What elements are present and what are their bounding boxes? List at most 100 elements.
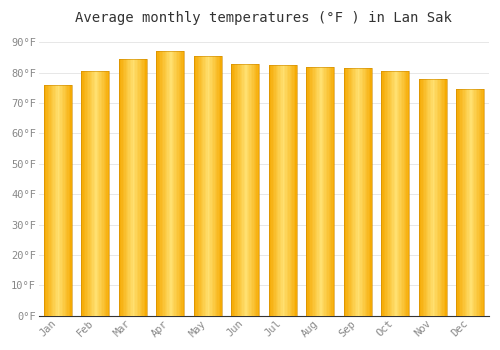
- Bar: [456, 90, 484, 316]
- Bar: [44, 85, 72, 316]
- Bar: [180, 51, 182, 316]
- Bar: [118, 59, 120, 316]
- Bar: [58, 85, 59, 316]
- Bar: [106, 71, 108, 316]
- Bar: [424, 79, 426, 316]
- Bar: [401, 71, 402, 316]
- Bar: [332, 66, 333, 316]
- Bar: [370, 68, 372, 316]
- Bar: [124, 59, 126, 316]
- Bar: [62, 85, 64, 316]
- Bar: [118, 59, 120, 316]
- Bar: [388, 71, 390, 316]
- Bar: [408, 71, 409, 316]
- Bar: [278, 65, 280, 316]
- Bar: [214, 56, 216, 316]
- Bar: [242, 64, 244, 316]
- Bar: [130, 59, 131, 316]
- Bar: [359, 68, 360, 316]
- Bar: [98, 71, 100, 316]
- Bar: [483, 90, 484, 316]
- Bar: [458, 90, 459, 316]
- Bar: [470, 90, 472, 316]
- Bar: [68, 85, 69, 316]
- Bar: [434, 79, 436, 316]
- Bar: [258, 64, 259, 316]
- Bar: [168, 51, 170, 316]
- Bar: [444, 79, 446, 316]
- Bar: [156, 51, 184, 316]
- Bar: [345, 68, 346, 316]
- Bar: [205, 56, 206, 316]
- Bar: [472, 90, 473, 316]
- Bar: [408, 71, 409, 316]
- Bar: [354, 68, 355, 316]
- Bar: [176, 51, 177, 316]
- Bar: [88, 71, 90, 316]
- Bar: [236, 64, 238, 316]
- Bar: [127, 59, 128, 316]
- Bar: [122, 59, 123, 316]
- Bar: [162, 51, 163, 316]
- Bar: [318, 66, 320, 316]
- Bar: [350, 68, 352, 316]
- Bar: [194, 56, 195, 316]
- Bar: [437, 79, 438, 316]
- Bar: [405, 71, 406, 316]
- Bar: [123, 59, 124, 316]
- Bar: [440, 79, 441, 316]
- Bar: [344, 68, 345, 316]
- Bar: [277, 65, 278, 316]
- Bar: [478, 90, 480, 316]
- Bar: [306, 66, 308, 316]
- Bar: [286, 65, 287, 316]
- Bar: [386, 71, 388, 316]
- Bar: [326, 66, 327, 316]
- Bar: [49, 85, 50, 316]
- Bar: [368, 68, 369, 316]
- Bar: [46, 85, 48, 316]
- Bar: [131, 59, 132, 316]
- Bar: [59, 85, 60, 316]
- Bar: [306, 66, 308, 316]
- Bar: [427, 79, 428, 316]
- Bar: [92, 71, 94, 316]
- Bar: [144, 59, 146, 316]
- Bar: [210, 56, 212, 316]
- Bar: [118, 59, 146, 316]
- Bar: [218, 56, 219, 316]
- Bar: [476, 90, 477, 316]
- Bar: [198, 56, 199, 316]
- Bar: [463, 90, 464, 316]
- Bar: [402, 71, 404, 316]
- Bar: [309, 66, 310, 316]
- Bar: [209, 56, 210, 316]
- Bar: [348, 68, 349, 316]
- Bar: [268, 65, 270, 316]
- Bar: [418, 79, 446, 316]
- Bar: [382, 71, 384, 316]
- Bar: [128, 59, 130, 316]
- Bar: [355, 68, 356, 316]
- Bar: [418, 79, 420, 316]
- Bar: [86, 71, 88, 316]
- Bar: [483, 90, 484, 316]
- Bar: [456, 90, 458, 316]
- Bar: [360, 68, 362, 316]
- Bar: [48, 85, 49, 316]
- Bar: [200, 56, 202, 316]
- Bar: [255, 64, 256, 316]
- Bar: [82, 71, 84, 316]
- Bar: [183, 51, 184, 316]
- Bar: [254, 64, 255, 316]
- Bar: [391, 71, 392, 316]
- Bar: [310, 66, 312, 316]
- Bar: [390, 71, 391, 316]
- Bar: [273, 65, 274, 316]
- Bar: [344, 68, 371, 316]
- Bar: [330, 66, 332, 316]
- Bar: [132, 59, 134, 316]
- Bar: [231, 64, 232, 316]
- Bar: [194, 56, 222, 316]
- Bar: [166, 51, 168, 316]
